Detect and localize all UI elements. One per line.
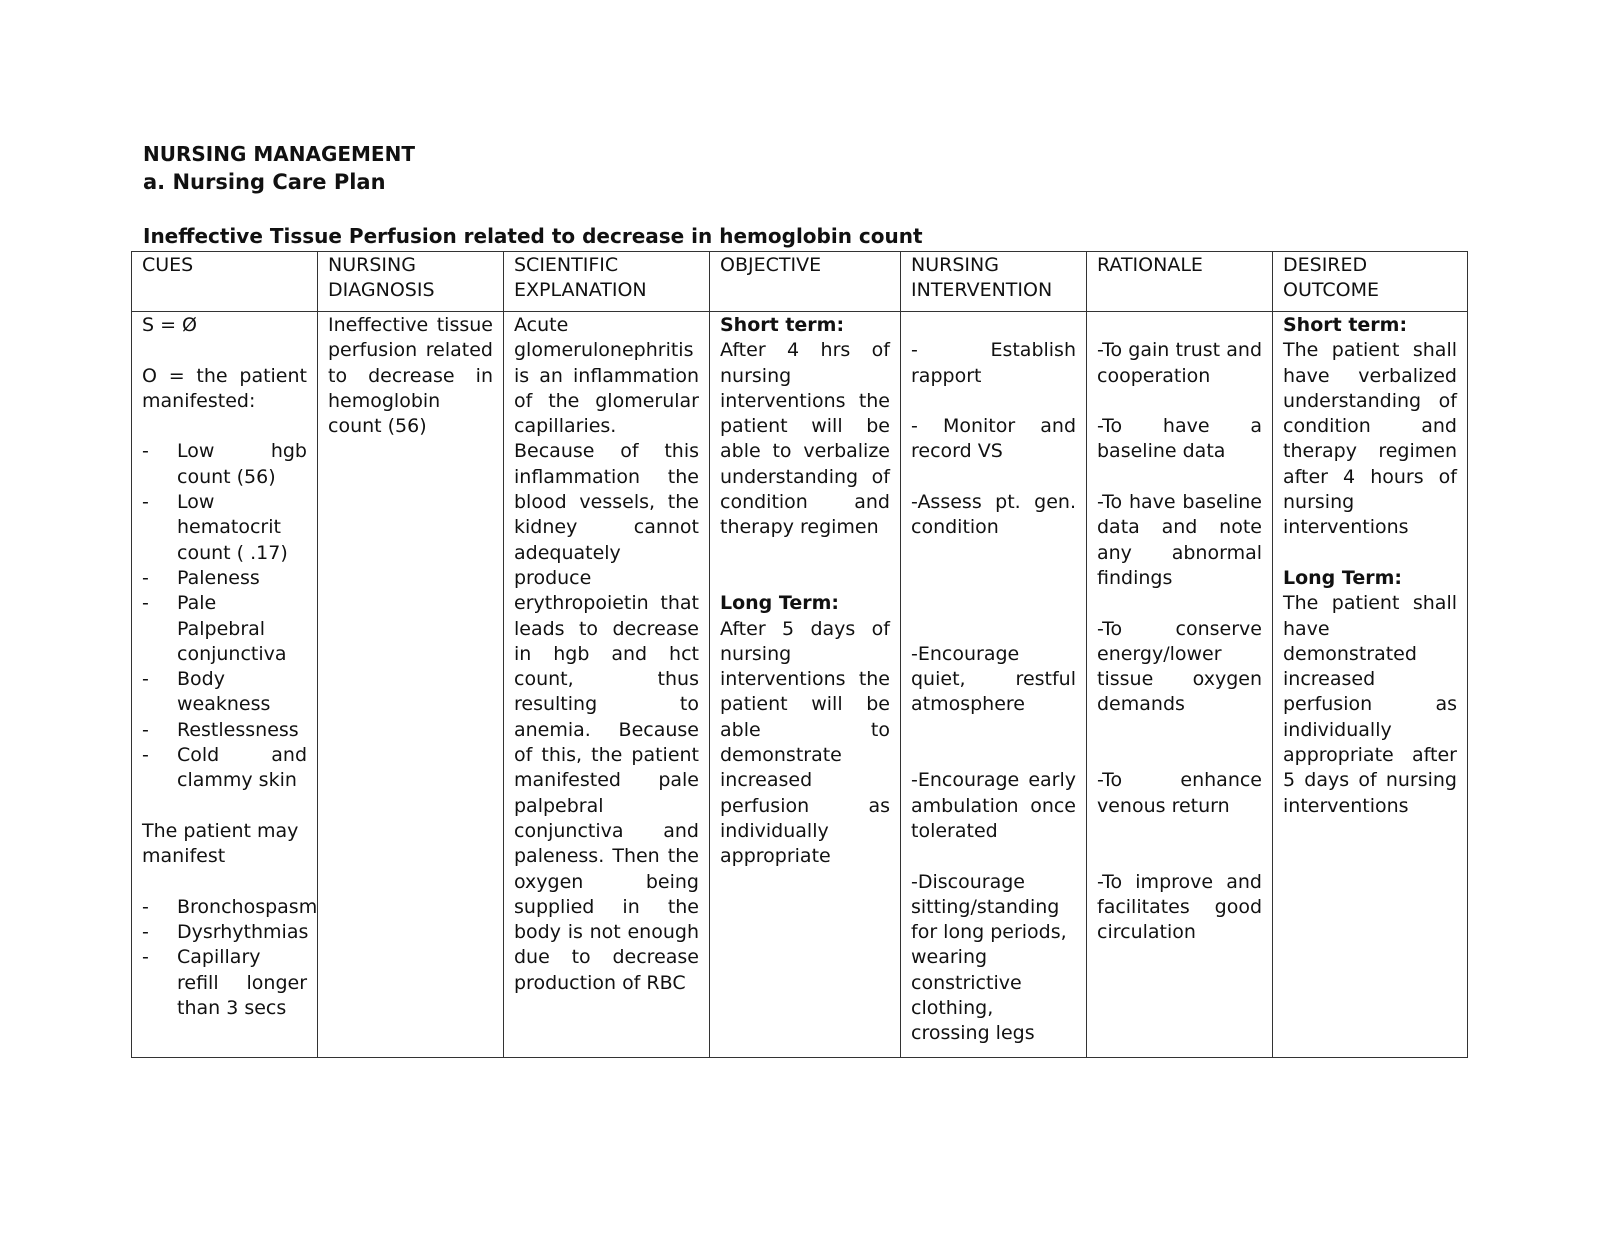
page-subtitle: a. Nursing Care Plan: [143, 170, 386, 194]
list-item: Body weakness: [142, 667, 307, 718]
list-item: Cold and clammy skin: [142, 743, 307, 794]
rationale-item: -To improve and facilitates good circula…: [1097, 870, 1262, 944]
rationale-cell: -To gain trust and cooperation -To have …: [1086, 311, 1273, 1058]
header-rationale: RATIONALE: [1086, 251, 1273, 312]
page-title: NURSING MANAGEMENT: [143, 142, 415, 166]
list-item: Dysrhythmias: [142, 920, 308, 946]
header-diagnosis: NURSING DIAGNOSIS: [317, 251, 504, 312]
list-item: Low hematocrit count ( .17): [142, 490, 307, 566]
list-item: Restlessness: [142, 718, 307, 744]
possible-list: Bronchospasm Dysrhythmias Capillary refi…: [142, 895, 317, 1021]
objective-cue: O = the patient manifested:: [142, 364, 307, 412]
long-term-outcome: The patient shall have demonstrated incr…: [1283, 592, 1457, 817]
header-objective: OBJECTIVE: [709, 251, 901, 312]
intervention-item: -Assess pt. gen. condition: [911, 491, 1076, 539]
table-row: S = Ø O = the patient manifested: Low hg…: [131, 311, 1468, 1058]
objective-cell: Short term: After 4 hrs of nursing inter…: [709, 311, 901, 1058]
rationale-item: -To conserve energy/lower tissue oxygen …: [1097, 617, 1262, 716]
subjective-cue: S = Ø: [142, 314, 198, 336]
care-plan-table: CUES NURSING DIAGNOSIS SCIENTIFIC EXPLAN…: [131, 251, 1468, 1058]
rationale-item: -To enhance venous return: [1097, 769, 1262, 817]
list-item: Paleness: [142, 566, 307, 592]
intervention-item: -Encourage quiet, restful atmosphere: [911, 642, 1076, 716]
outcome-cell: Short term: The patient shall have verba…: [1272, 311, 1468, 1058]
header-outcome: DESIRED OUTCOME: [1272, 251, 1468, 312]
diagnosis-cell: Ineffective tissue perfusion related to …: [317, 311, 504, 1058]
list-item: Pale Palpebral conjunctiva: [142, 591, 307, 667]
header-explanation: SCIENTIFIC EXPLANATION: [503, 251, 710, 312]
short-term-objective: After 4 hrs of nursing interventions the…: [720, 339, 890, 539]
short-term-label: Short term:: [1283, 314, 1408, 336]
list-item: Bronchospasm: [142, 895, 317, 921]
list-item: Low hgb count (56): [142, 439, 307, 490]
long-term-objective: After 5 days of nursing interventions th…: [720, 617, 890, 868]
diagnosis-text: Ineffective tissue perfusion related to …: [328, 314, 493, 438]
rationale-item: -To gain trust and cooperation: [1097, 339, 1262, 387]
rationale-item: -To have a baseline data: [1097, 415, 1262, 463]
intervention-cell: - Establish rapport - Monitor and record…: [900, 311, 1087, 1058]
plan-title: Ineffective Tissue Perfusion related to …: [143, 224, 923, 248]
explanation-text: Acute glomerulonephritis is an inflammat…: [514, 314, 699, 994]
header-row: CUES NURSING DIAGNOSIS SCIENTIFIC EXPLAN…: [131, 251, 1468, 312]
intervention-item: - Monitor and record VS: [911, 415, 1076, 463]
header-intervention: NURSING INTERVENTION: [900, 251, 1087, 312]
explanation-cell: Acute glomerulonephritis is an inflammat…: [503, 311, 710, 1058]
list-item: Capillary refill longer than 3 secs: [142, 945, 307, 1021]
manifested-list: Low hgb count (56) Low hematocrit count …: [142, 439, 307, 793]
cues-cell: S = Ø O = the patient manifested: Low hg…: [131, 311, 318, 1058]
long-term-label: Long Term:: [720, 592, 839, 615]
intervention-item: - Establish rapport: [911, 339, 1076, 387]
intervention-item: -Encourage early ambulation once tolerat…: [911, 769, 1076, 842]
short-term-label: Short term:: [720, 314, 845, 336]
intervention-item: -Discourage sitting/standing for long pe…: [911, 870, 1067, 1045]
may-manifest-label: The patient may manifest: [142, 819, 299, 868]
long-term-label: Long Term:: [1283, 566, 1402, 589]
short-term-outcome: The patient shall have verbalized unders…: [1283, 339, 1457, 539]
header-cues: CUES: [131, 251, 318, 312]
rationale-item: -To have baseline data and note any abno…: [1097, 491, 1262, 589]
